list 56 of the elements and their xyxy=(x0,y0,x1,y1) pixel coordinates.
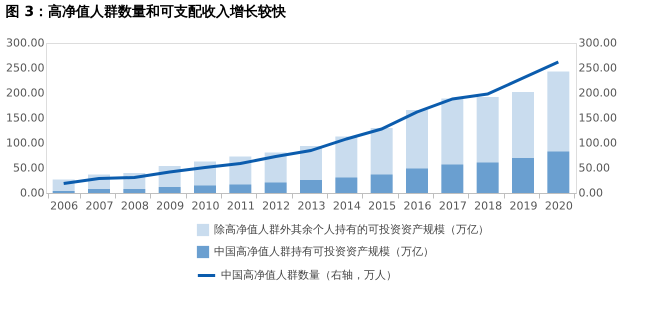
y-tick-label: 50.00 xyxy=(13,162,44,174)
chart-title: 图 3：高净值人群数量和可支配收入增长较快 xyxy=(6,3,288,20)
y-tick-label: 150.00 xyxy=(6,112,44,124)
bar xyxy=(406,110,428,168)
bar xyxy=(406,168,428,193)
bar xyxy=(547,152,570,193)
x-tick-label: 2015 xyxy=(368,200,396,212)
y2-tick-label: 0.00 xyxy=(578,186,603,200)
bar xyxy=(512,158,534,193)
x-tick-label: 2006 xyxy=(50,200,78,212)
y-tick-label: 200.00 xyxy=(6,86,44,100)
bar xyxy=(512,92,534,158)
x-tick-label: 2008 xyxy=(120,200,149,212)
legend-label: 中国高净值人群数量（右轴，万人） xyxy=(221,268,397,282)
line-series xyxy=(62,60,560,185)
y-tick-label: 0.00 xyxy=(20,186,44,200)
x-tick-label: 2018 xyxy=(474,200,502,212)
y2-tick-label: 150.00 xyxy=(578,112,617,124)
legend-label: 中国高净值人群持有可投资资产规模（万亿） xyxy=(214,245,434,258)
bar xyxy=(335,178,358,193)
y-tick-label: 250.00 xyxy=(6,62,44,74)
y-tick-label: 300.00 xyxy=(6,36,44,50)
bar xyxy=(158,187,181,193)
bar xyxy=(88,189,110,193)
bar xyxy=(441,164,464,193)
bar xyxy=(476,97,499,162)
x-tick-label: 2019 xyxy=(510,200,538,212)
bar xyxy=(123,189,146,193)
y2-tick-label: 250.00 xyxy=(578,62,617,74)
x-tick-label: 2016 xyxy=(404,200,432,212)
y-tick-label: 100.00 xyxy=(6,136,44,150)
y2-tick-label: 200.00 xyxy=(578,86,617,100)
x-tick-label: 2014 xyxy=(332,200,361,212)
bar xyxy=(441,98,464,164)
x-tick-label: 2017 xyxy=(438,200,467,212)
x-tick-label: 2011 xyxy=(226,200,255,212)
x-tick-label: 2020 xyxy=(544,200,573,212)
bar xyxy=(194,186,216,193)
x-tick-label: 2013 xyxy=(298,200,326,212)
bar xyxy=(547,72,570,152)
bar xyxy=(370,174,393,193)
bar xyxy=(229,184,252,193)
legend-label: 除高净值人群外其余个人持有的可投资资产规模（万亿） xyxy=(214,223,489,236)
x-tick-label: 2012 xyxy=(262,200,290,212)
y2-tick-label: 50.00 xyxy=(578,162,610,174)
y2-tick-label: 300.00 xyxy=(578,36,617,50)
x-tick-label: 2010 xyxy=(192,200,220,212)
bar xyxy=(370,128,393,174)
x-tick-label: 2009 xyxy=(156,200,184,212)
y2-tick-label: 100.00 xyxy=(578,136,617,150)
bar xyxy=(476,162,499,193)
bar xyxy=(300,146,322,180)
bar xyxy=(300,180,322,193)
bar xyxy=(264,182,287,193)
bar xyxy=(335,136,358,178)
x-tick-label: 2007 xyxy=(86,200,114,212)
